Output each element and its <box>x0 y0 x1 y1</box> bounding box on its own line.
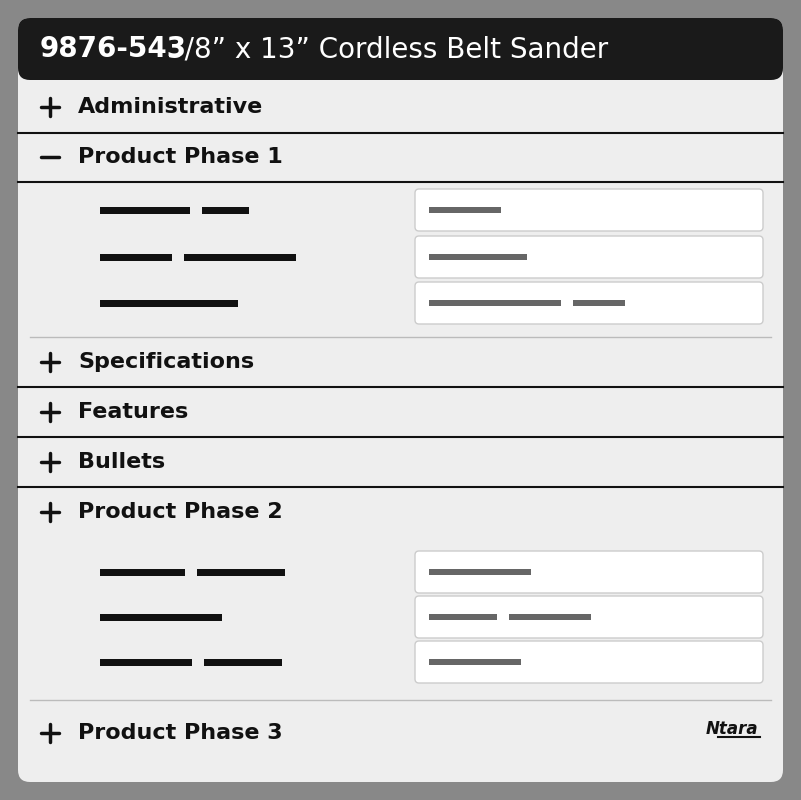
FancyBboxPatch shape <box>18 18 783 782</box>
Bar <box>509 614 591 620</box>
Bar <box>204 658 282 666</box>
Bar <box>429 614 497 620</box>
Text: Product Phase 2: Product Phase 2 <box>78 502 283 522</box>
Bar <box>197 569 285 575</box>
FancyBboxPatch shape <box>415 641 763 683</box>
Bar <box>100 658 192 666</box>
Bar <box>429 569 531 575</box>
Bar <box>184 254 296 261</box>
Bar <box>429 659 521 665</box>
Text: 3/8” x 13” Cordless Belt Sander: 3/8” x 13” Cordless Belt Sander <box>158 35 608 63</box>
Bar <box>202 206 249 214</box>
FancyBboxPatch shape <box>415 551 763 593</box>
FancyBboxPatch shape <box>415 596 763 638</box>
FancyBboxPatch shape <box>415 282 763 324</box>
Bar <box>429 207 501 213</box>
Text: Features: Features <box>78 402 188 422</box>
FancyBboxPatch shape <box>10 10 791 790</box>
FancyBboxPatch shape <box>415 189 763 231</box>
Bar <box>100 299 238 306</box>
Bar <box>100 206 190 214</box>
FancyBboxPatch shape <box>18 18 783 80</box>
Text: Product Phase 1: Product Phase 1 <box>78 147 283 167</box>
Text: Administrative: Administrative <box>78 97 264 117</box>
Bar <box>100 254 172 261</box>
Text: Specifications: Specifications <box>78 352 254 372</box>
Text: 9876-543: 9876-543 <box>40 35 187 63</box>
Bar <box>100 569 185 575</box>
Text: Bullets: Bullets <box>78 452 165 472</box>
Bar <box>573 300 625 306</box>
Bar <box>429 254 527 260</box>
FancyBboxPatch shape <box>415 236 763 278</box>
Text: Ntara: Ntara <box>706 720 758 738</box>
Text: Product Phase 3: Product Phase 3 <box>78 723 283 743</box>
Bar <box>100 614 222 621</box>
Bar <box>429 300 561 306</box>
